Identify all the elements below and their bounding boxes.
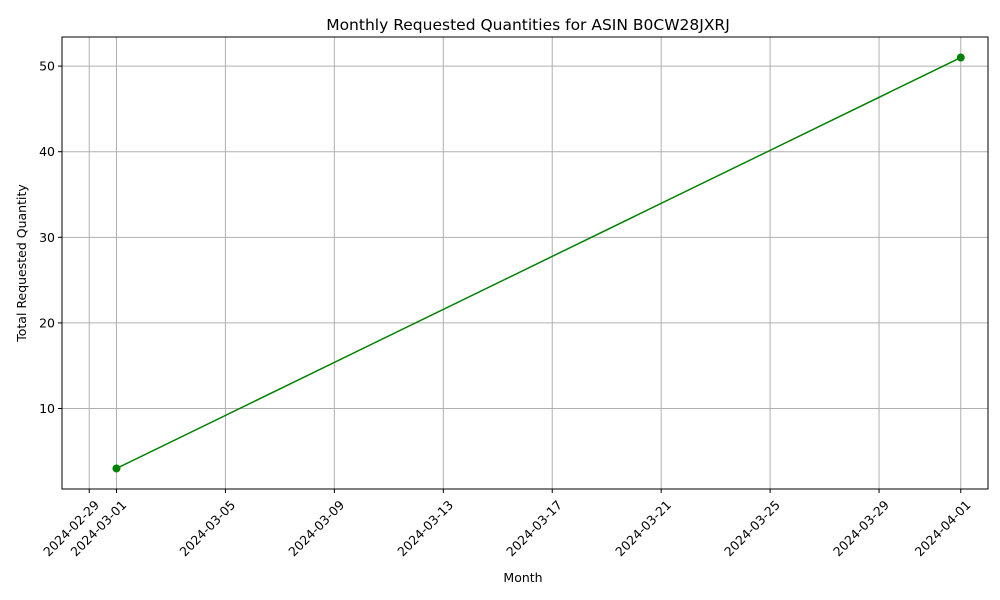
- series-layer: [112, 53, 965, 473]
- y-tick-label: 50: [39, 59, 55, 74]
- y-axis-label: Total Requested Quantity: [14, 184, 29, 343]
- y-tick-label: 40: [39, 144, 55, 159]
- data-point-marker: [112, 464, 121, 473]
- y-axis-ticks: 10 20 30 40 50: [39, 59, 62, 416]
- x-tick-label: 2024-04-01: [912, 497, 974, 559]
- series-line: [116, 56, 962, 470]
- x-tick-label: 2024-03-13: [394, 497, 456, 559]
- x-tick-label: 2024-03-25: [721, 497, 783, 559]
- x-tick-label: 2024-03-17: [503, 497, 565, 559]
- y-tick-label: 30: [39, 230, 55, 245]
- data-point-marker: [956, 53, 965, 62]
- x-tick-label: 2024-03-29: [830, 497, 892, 559]
- plot-area-frame: [61, 36, 989, 490]
- x-axis-label: Month: [503, 570, 542, 585]
- y-tick-label: 20: [39, 315, 55, 330]
- chart-title: Monthly Requested Quantities for ASIN B0…: [326, 16, 730, 34]
- x-tick-label: 2024-03-21: [612, 497, 674, 559]
- grid-lines: [62, 37, 988, 489]
- x-tick-label: 2024-03-05: [176, 497, 238, 559]
- y-tick-label: 10: [39, 401, 55, 416]
- x-tick-label: 2024-03-09: [285, 497, 347, 559]
